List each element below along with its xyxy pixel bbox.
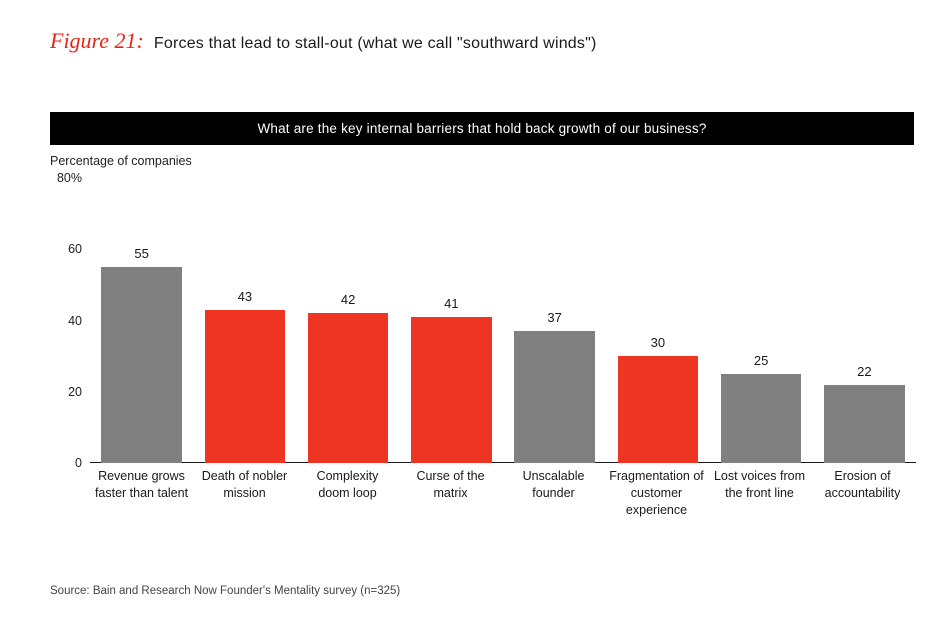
bar <box>205 310 286 463</box>
bar-chart: 020406080% 5543424137302522 <box>50 178 916 463</box>
bar-value-label: 43 <box>238 289 252 304</box>
bar-slot: 25 <box>710 178 813 463</box>
bar-slot: 30 <box>606 178 709 463</box>
y-tick-label: 20 <box>50 385 82 399</box>
bar-value-label: 42 <box>341 292 355 307</box>
bar-value-label: 22 <box>857 364 871 379</box>
x-axis-labels: Revenue grows faster than talentDeath of… <box>90 468 914 519</box>
bar-slot: 41 <box>400 178 503 463</box>
y-tick-label: 0 <box>50 456 82 470</box>
x-axis-label: Erosion of accountability <box>811 468 914 519</box>
x-axis-label: Curse of the matrix <box>399 468 502 519</box>
x-axis-label: Revenue grows faster than talent <box>90 468 193 519</box>
bar-value-label: 37 <box>547 310 561 325</box>
bar <box>411 317 492 463</box>
x-axis-label: Unscalable founder <box>502 468 605 519</box>
bar <box>514 331 595 463</box>
bar-slot: 37 <box>503 178 606 463</box>
x-axis-label: Fragmentation of customer experience <box>605 468 708 519</box>
bar <box>618 356 699 463</box>
bar-slot: 55 <box>90 178 193 463</box>
chart-question-bar: What are the key internal barriers that … <box>50 112 914 145</box>
bar-slot: 43 <box>193 178 296 463</box>
bar-value-label: 55 <box>134 246 148 261</box>
bar-value-label: 25 <box>754 353 768 368</box>
x-axis-label: Death of nobler mission <box>193 468 296 519</box>
bar <box>101 267 182 463</box>
y-tick-label: 40 <box>50 314 82 328</box>
bar-slot: 42 <box>297 178 400 463</box>
y-axis-title: Percentage of companies <box>50 154 192 168</box>
bar-value-label: 30 <box>651 335 665 350</box>
x-axis-label: Complexity doom loop <box>296 468 399 519</box>
y-tick-label: 60 <box>50 242 82 256</box>
bar-value-label: 41 <box>444 296 458 311</box>
bars-container: 55 43 42 41 37 30 25 22 <box>90 178 916 463</box>
figure-header: Figure 21: Forces that lead to stall-out… <box>50 28 597 54</box>
figure-number: Figure 21: <box>50 28 144 54</box>
x-axis-label: Lost voices from the front line <box>708 468 811 519</box>
bar-slot: 22 <box>813 178 916 463</box>
source-text: Source: Bain and Research Now Founder's … <box>50 585 400 597</box>
figure-title: Forces that lead to stall-out (what we c… <box>154 35 597 53</box>
y-tick-label: 80% <box>50 171 82 185</box>
bar <box>824 385 905 463</box>
bar <box>308 313 389 463</box>
bar <box>721 374 802 463</box>
